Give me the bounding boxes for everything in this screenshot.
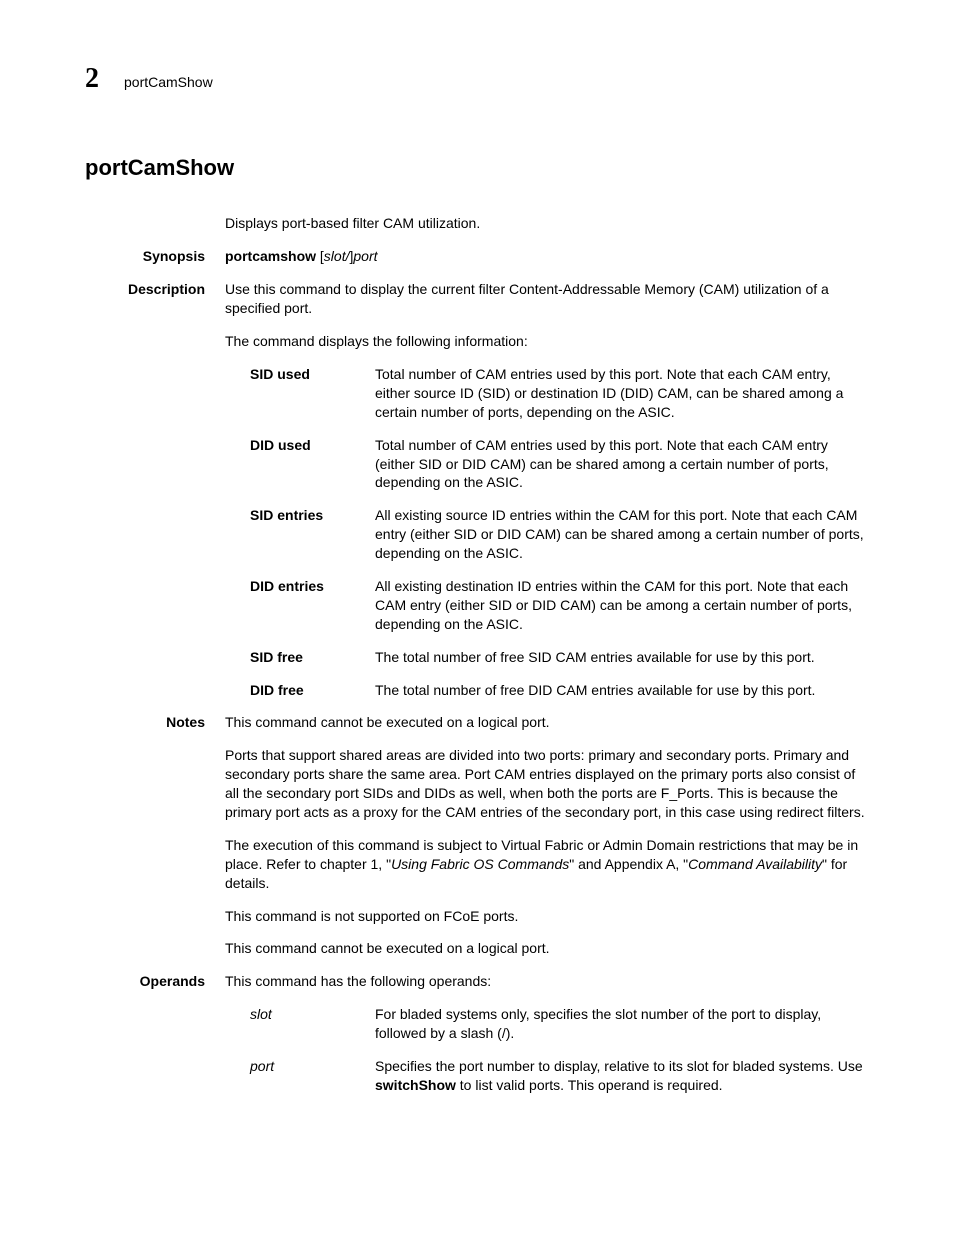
description-displays: The command displays the following infor… (225, 332, 869, 351)
notes-section: Notes This command cannot be executed on… (225, 713, 869, 958)
content-body: Displays port-based filter CAM utilizati… (225, 214, 869, 1094)
synopsis-section: Synopsis portcamshow [slot/]port (225, 247, 869, 266)
notes-p5: This command cannot be executed on a log… (225, 939, 869, 958)
notes-p3b: " and Appendix A, " (569, 856, 688, 872)
operand-port-a: Specifies the port number to display, re… (375, 1058, 863, 1074)
desc-item-term: SID free (250, 648, 375, 667)
description-label: Description (85, 280, 205, 299)
operands-label: Operands (85, 972, 205, 991)
notes-p2: Ports that support shared areas are divi… (225, 746, 869, 822)
running-header: 2 portCamShow (85, 60, 869, 98)
desc-item-desc: The total number of free DID CAM entries… (375, 681, 869, 700)
notes-p4: This command is not supported on FCoE po… (225, 907, 869, 926)
operand-item: slot For bladed systems only, specifies … (225, 1005, 869, 1043)
operands-intro: This command has the following operands: (225, 972, 869, 991)
man-page: 2 portCamShow portCamShow Displays port-… (0, 0, 954, 1169)
operand-term: slot (250, 1005, 375, 1043)
desc-item-term: SID used (250, 365, 375, 422)
operand-port-cmd: switchShow (375, 1077, 456, 1093)
desc-item-term: DID entries (250, 577, 375, 634)
operands-section: Operands This command has the following … (225, 972, 869, 1094)
synopsis-command: portcamshow (225, 248, 316, 264)
description-section: Description Use this command to display … (225, 280, 869, 699)
desc-item-term: DID used (250, 436, 375, 493)
desc-item-desc: The total number of free SID CAM entries… (375, 648, 869, 667)
desc-item: SID used Total number of CAM entries use… (225, 365, 869, 422)
synopsis-line: portcamshow [slot/]port (225, 247, 869, 266)
synopsis-arg-port: port (353, 248, 377, 264)
desc-item-desc: Total number of CAM entries used by this… (375, 436, 869, 493)
desc-item: DID free The total number of free DID CA… (225, 681, 869, 700)
synopsis-label: Synopsis (85, 247, 205, 266)
desc-item: SID free The total number of free SID CA… (225, 648, 869, 667)
desc-item-term: SID entries (250, 506, 375, 563)
synopsis-arg-slot: slot/ (324, 248, 350, 264)
operand-term: port (250, 1057, 375, 1095)
notes-label: Notes (85, 713, 205, 732)
desc-item-desc: Total number of CAM entries used by this… (375, 365, 869, 422)
desc-item: DID entries All existing destination ID … (225, 577, 869, 634)
description-intro: Use this command to display the current … (225, 280, 869, 318)
desc-item-term: DID free (250, 681, 375, 700)
desc-item: SID entries All existing source ID entri… (225, 506, 869, 563)
notes-p3-i2: Command Availability (688, 856, 822, 872)
notes-p3-i1: Using Fabric OS Commands (391, 856, 569, 872)
operand-port-c: to list valid ports. This operand is req… (456, 1077, 723, 1093)
operand-item: port Specifies the port number to displa… (225, 1057, 869, 1095)
desc-item-desc: All existing source ID entries within th… (375, 506, 869, 563)
notes-p3: The execution of this command is subject… (225, 836, 869, 893)
operand-desc: Specifies the port number to display, re… (375, 1057, 869, 1095)
synopsis-bracket-open: [ (316, 248, 324, 264)
running-title: portCamShow (124, 73, 213, 92)
desc-item-desc: All existing destination ID entries with… (375, 577, 869, 634)
desc-item: DID used Total number of CAM entries use… (225, 436, 869, 493)
chapter-number: 2 (85, 60, 99, 98)
notes-p1: This command cannot be executed on a log… (225, 713, 869, 732)
summary-text: Displays port-based filter CAM utilizati… (225, 214, 869, 233)
page-title: portCamShow (85, 153, 869, 183)
operand-desc: For bladed systems only, specifies the s… (375, 1005, 869, 1043)
